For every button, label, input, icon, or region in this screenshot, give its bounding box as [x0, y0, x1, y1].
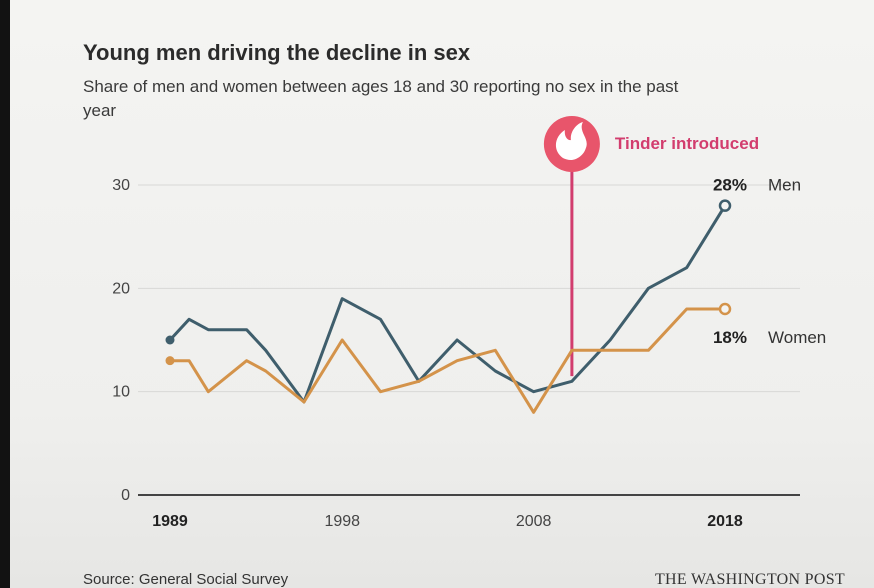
chart-card: Young men driving the decline in sex Sha… [10, 0, 874, 588]
x-tick-1998: 1998 [324, 513, 360, 530]
tinder-annotation: Tinder introduced [543, 116, 759, 377]
men-end-point [718, 199, 732, 212]
women-end-point [718, 302, 732, 316]
gridlines [138, 184, 800, 496]
x-tick-2018: 2018 [707, 513, 743, 530]
y-tick-30: 30 [112, 177, 130, 194]
series-end-labels: 28% Men 18% Women [713, 176, 826, 347]
y-tick-0: 0 [121, 487, 130, 504]
women-series-name: Women [768, 328, 826, 347]
y-tick-10: 10 [112, 384, 130, 401]
tinder-annotation-label: Tinder introduced [615, 134, 759, 153]
women-end-value: 18% [713, 328, 747, 347]
series-lines [165, 199, 732, 414]
women-series-line [170, 307, 725, 414]
tinder-flame-icon [543, 116, 600, 172]
x-tick-2008: 2008 [516, 513, 552, 530]
y-axis: 0 10 20 30 [112, 177, 130, 504]
chart-subtitle-line-2: year [83, 101, 116, 120]
x-tick-1989: 1989 [152, 513, 188, 530]
chart-subtitle-line-1: Share of men and women between ages 18 a… [83, 77, 679, 96]
source-note: Source: General Social Survey [83, 571, 289, 588]
women-start-point [165, 356, 175, 366]
men-start-point [165, 335, 175, 345]
chart-title: Young men driving the decline in sex [83, 40, 471, 65]
publisher-brand: THE WASHINGTON POST [655, 571, 845, 588]
men-series-line [168, 204, 727, 404]
line-chart: Young men driving the decline in sex Sha… [83, 40, 845, 588]
y-tick-20: 20 [112, 280, 130, 297]
men-series-name: Men [768, 176, 801, 195]
men-end-value: 28% [713, 176, 747, 195]
x-axis: 1989 1998 2008 2018 [152, 513, 743, 530]
